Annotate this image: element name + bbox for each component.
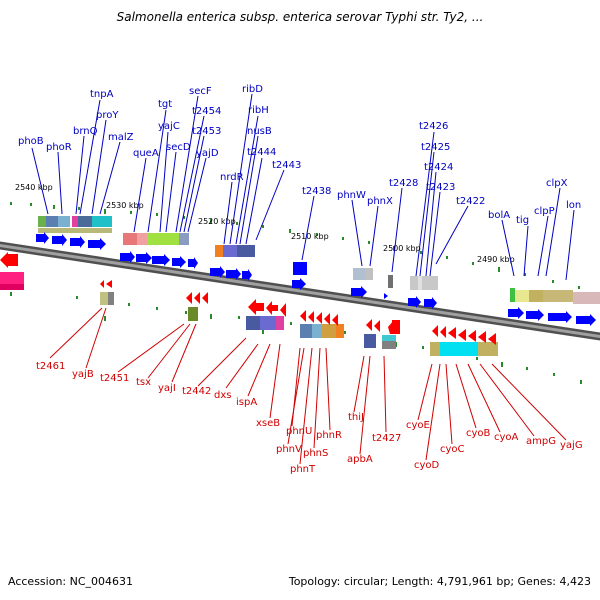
gene-label-reverse[interactable]: yajI xyxy=(158,383,176,394)
kbp-label: 2530 kbp xyxy=(106,201,144,210)
gene-label-forward[interactable]: lon xyxy=(566,200,581,211)
gene-label-forward[interactable]: phoB xyxy=(18,136,44,147)
gene-label-forward[interactable]: t2428 xyxy=(389,178,418,189)
gene-label-reverse[interactable]: ispA xyxy=(236,397,257,408)
gene-label-forward[interactable]: nusB xyxy=(247,126,272,137)
gene-label-forward[interactable]: t2444 xyxy=(247,147,276,158)
gene-label-reverse[interactable]: t2427 xyxy=(372,433,401,444)
gene-label-reverse[interactable]: tsx xyxy=(136,377,151,388)
gene-label-reverse[interactable]: t2451 xyxy=(100,373,129,384)
forward-gene-arrows xyxy=(36,232,596,326)
map-title: Salmonella enterica subsp. enterica sero… xyxy=(116,10,484,24)
reverse-gene-arrows xyxy=(0,252,496,345)
gene-label-forward[interactable]: t2425 xyxy=(421,142,450,153)
gene-label-forward[interactable]: t2443 xyxy=(272,160,301,171)
gene-label-reverse[interactable]: ampG xyxy=(526,436,556,447)
gene-label-forward[interactable]: yajD xyxy=(196,148,219,159)
gene-label-reverse[interactable]: cyoD xyxy=(414,460,440,471)
forward-leader-lines xyxy=(31,93,575,281)
gene-label-forward[interactable]: t2438 xyxy=(302,186,331,197)
reverse-leader-lines xyxy=(49,307,567,465)
kbp-label: 2540 kbp xyxy=(15,183,53,192)
gene-label-forward[interactable]: bolA xyxy=(488,210,510,221)
gene-label-forward[interactable]: malZ xyxy=(108,132,134,143)
gene-label-forward[interactable]: t2422 xyxy=(456,196,485,207)
gene-label-forward[interactable]: phoR xyxy=(46,142,72,153)
reverse-feature-bars xyxy=(0,272,498,356)
gene-label-forward[interactable]: ribH xyxy=(248,105,269,116)
reverse-gene-labels: t2461 yajB t2451 tsx yajI t2442 dxs ispA… xyxy=(36,361,583,475)
scale-ticks xyxy=(10,202,582,384)
gene-label-forward[interactable]: t2424 xyxy=(424,162,453,173)
kbp-label: 2500 kbp xyxy=(383,244,421,253)
gene-label-forward[interactable]: tgt xyxy=(158,99,172,110)
gene-label-reverse[interactable]: phnS xyxy=(303,448,328,459)
genome-summary: Topology: circular; Length: 4,791,961 bp… xyxy=(288,575,591,588)
gene-label-forward[interactable]: queA xyxy=(133,148,159,159)
gene-label-reverse[interactable]: phnU xyxy=(286,426,312,437)
gene-label-forward[interactable]: tig xyxy=(516,215,529,226)
kbp-label: 2510 kbp xyxy=(291,232,329,241)
kbp-label: 2490 kbp xyxy=(477,255,515,264)
gene-label-forward[interactable]: yajC xyxy=(158,121,180,132)
gene-label-reverse[interactable]: xseB xyxy=(256,418,280,429)
gene-label-reverse[interactable]: phnV xyxy=(276,444,302,455)
gene-label-forward[interactable]: tnpA xyxy=(90,89,114,100)
gene-label-forward[interactable]: proY xyxy=(96,110,119,121)
gene-label-forward[interactable]: brnQ xyxy=(73,126,98,137)
gene-label-reverse[interactable]: yajB xyxy=(72,369,94,380)
gene-label-reverse[interactable]: t2461 xyxy=(36,361,65,372)
gene-label-forward[interactable]: t2454 xyxy=(192,106,221,117)
gene-label-reverse[interactable]: phnR xyxy=(316,430,342,441)
gene-label-forward[interactable]: ribD xyxy=(242,84,263,95)
gene-label-reverse[interactable]: dxs xyxy=(214,390,231,401)
gene-label-forward[interactable]: secD xyxy=(166,142,191,153)
forward-gene-labels: phoB phoR brnQ tnpA proY malZ queA tgt y… xyxy=(18,84,581,226)
gene-label-forward[interactable]: nrdR xyxy=(220,172,244,183)
gene-label-forward[interactable]: phnX xyxy=(367,196,393,207)
accession-label: Accession: NC_004631 xyxy=(8,575,134,588)
gene-label-reverse[interactable]: thiJ xyxy=(348,412,364,423)
gene-label-forward[interactable]: secF xyxy=(189,86,212,97)
gene-label-forward[interactable]: clpX xyxy=(546,178,568,189)
gene-label-forward[interactable]: clpP xyxy=(534,206,555,217)
gene-label-forward[interactable]: t2426 xyxy=(419,121,448,132)
gene-label-forward[interactable]: t2453 xyxy=(192,126,221,137)
forward-feature-bars xyxy=(38,216,600,304)
gene-label-forward[interactable]: phnW xyxy=(337,190,366,201)
kbp-label: 2520 kbp xyxy=(198,217,236,226)
gene-label-reverse[interactable]: t2442 xyxy=(182,386,211,397)
gene-label-reverse[interactable]: phnT xyxy=(290,464,316,475)
chromosome-backbone xyxy=(0,241,600,341)
gene-label-reverse[interactable]: cyoC xyxy=(440,444,465,455)
gene-label-reverse[interactable]: yajG xyxy=(560,440,583,451)
gene-label-reverse[interactable]: cyoB xyxy=(466,428,491,439)
gene-label-forward[interactable]: t2423 xyxy=(426,182,455,193)
gene-label-reverse[interactable]: apbA xyxy=(347,454,373,465)
gene-label-reverse[interactable]: cyoA xyxy=(494,432,519,443)
gene-label-reverse[interactable]: cyoE xyxy=(406,420,430,431)
